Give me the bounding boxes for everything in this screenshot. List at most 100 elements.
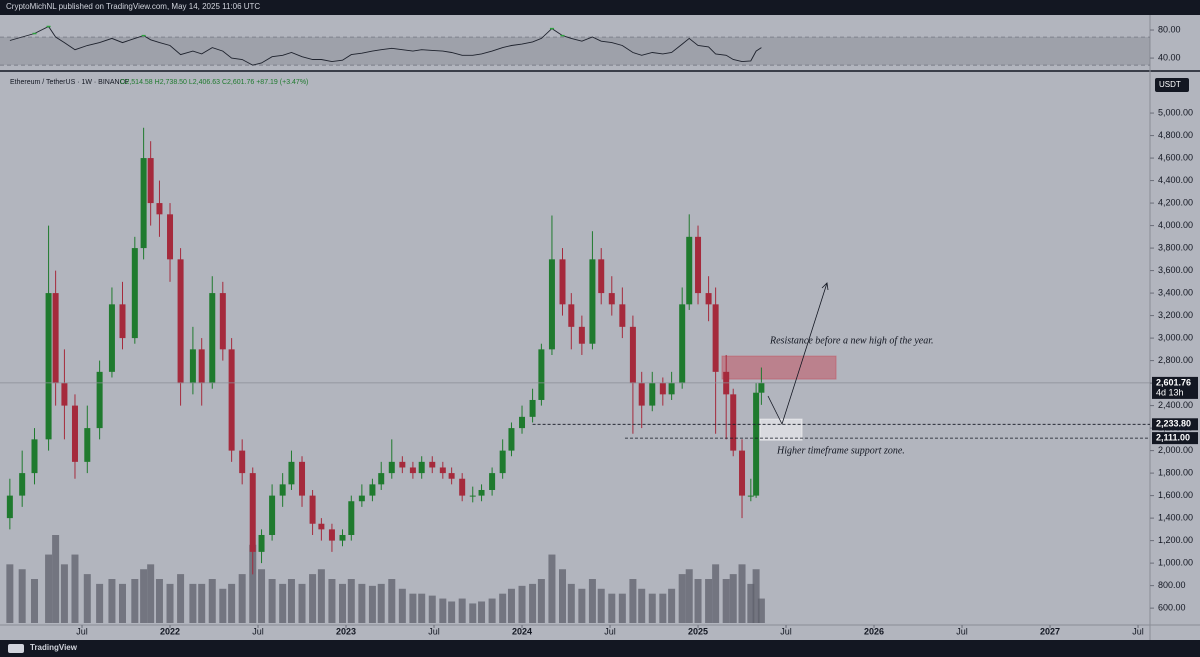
candle-body: [96, 371, 103, 429]
x-tick-label: 2024: [512, 626, 532, 636]
y-tick-label: 3,800.00: [1158, 242, 1193, 252]
volume-bar: [409, 593, 417, 623]
candle-body: [459, 478, 466, 496]
candle-body: [258, 534, 265, 552]
x-tick-label: 2027: [1040, 626, 1060, 636]
x-tick-label: Jul: [956, 626, 968, 636]
volume-bar: [567, 583, 575, 623]
volume-bar: [18, 569, 26, 623]
x-tick-label: Jul: [1132, 626, 1144, 636]
volume-bar: [118, 583, 126, 623]
candle-body: [598, 259, 605, 294]
y-tick-label: 4,800.00: [1158, 130, 1193, 140]
arrow-path: [767, 282, 828, 426]
level-box: [1152, 432, 1198, 445]
volume-bar: [388, 579, 396, 623]
candle-body: [429, 461, 436, 468]
candle-body: [279, 484, 286, 496]
y-tick-label: 1,000.00: [1158, 557, 1193, 567]
volume-bar: [638, 588, 646, 623]
volume-bar: [228, 583, 236, 623]
candle-body: [84, 428, 91, 462]
candle-body: [318, 523, 325, 530]
y-tick-label: 1,400.00: [1158, 512, 1193, 522]
volume-bar: [279, 583, 287, 623]
candle-body: [369, 484, 376, 496]
candle-body: [19, 473, 26, 496]
volume-bar: [694, 579, 702, 623]
volume-bar: [317, 569, 325, 623]
volume-bar: [578, 588, 586, 623]
y-tick-label: 4,000.00: [1158, 220, 1193, 230]
x-tick-label: Jul: [428, 626, 440, 636]
volume-bar: [499, 593, 507, 623]
rsi-band: [0, 37, 1150, 66]
level-label: 2,111.00: [1156, 432, 1190, 442]
volume-bar: [83, 574, 91, 623]
candle-body: [519, 416, 526, 429]
volume-bar: [685, 569, 693, 623]
y-tick-label: 4,600.00: [1158, 152, 1193, 162]
volume-bar: [155, 579, 163, 623]
volume-bar: [668, 588, 676, 623]
candle-body: [730, 394, 737, 451]
volume-bar: [597, 588, 605, 623]
x-tick-label: Jul: [252, 626, 264, 636]
candle-body: [177, 259, 184, 384]
volume-bar: [238, 574, 246, 623]
volume-bar: [757, 598, 765, 623]
volume-bar: [507, 588, 515, 623]
countdown: 4d 13h: [1156, 387, 1184, 397]
candle-body: [608, 293, 615, 305]
candle-body: [712, 304, 719, 372]
volume-bar: [529, 583, 537, 623]
candle-body: [659, 383, 666, 395]
volume-bar: [747, 583, 755, 623]
candle-body: [309, 495, 316, 524]
volume-bar: [6, 564, 14, 623]
zone: [721, 355, 837, 380]
candle-body: [399, 461, 406, 468]
x-tick-label: 2022: [160, 626, 180, 636]
volume-bar: [258, 569, 266, 623]
volume-bar: [678, 574, 686, 623]
volume-bar: [712, 564, 720, 623]
volume-bar: [659, 593, 667, 623]
candle-body: [52, 293, 59, 384]
currency: USDT: [1159, 80, 1181, 89]
volume-bar: [548, 554, 556, 623]
candle-body: [140, 158, 147, 249]
candle-body: [508, 428, 515, 451]
candle-body: [167, 214, 174, 260]
candle-body: [559, 259, 566, 305]
volume-bar: [339, 583, 347, 623]
volume-bar: [249, 544, 257, 623]
candle-body: [679, 304, 686, 384]
candle-body: [758, 382, 765, 393]
x-tick-label: Jul: [604, 626, 616, 636]
candle-body: [695, 236, 702, 294]
y-tick-label: 1,600.00: [1158, 490, 1193, 500]
candle-body: [489, 473, 496, 490]
volume-bar: [729, 574, 737, 623]
candle-body: [6, 495, 13, 519]
candle-body: [638, 383, 645, 406]
volume-bar: [309, 574, 317, 623]
volume-bar: [198, 583, 206, 623]
candle-body: [448, 473, 455, 479]
volume-bar: [448, 601, 456, 623]
volume-bar: [478, 601, 486, 623]
volume-bar: [418, 593, 426, 623]
y-tick-label: 2,400.00: [1158, 400, 1193, 410]
last-price-label: 2,601.76: [1156, 377, 1191, 387]
volume-bar: [738, 564, 746, 623]
volume-bar: [219, 588, 227, 623]
volume-bar: [52, 535, 60, 623]
volume-bar: [518, 585, 526, 623]
volume-bar: [298, 583, 306, 623]
candle-body: [61, 383, 68, 406]
volume-bar: [368, 585, 376, 623]
volume-bar: [45, 554, 53, 623]
candle-body: [739, 450, 746, 496]
